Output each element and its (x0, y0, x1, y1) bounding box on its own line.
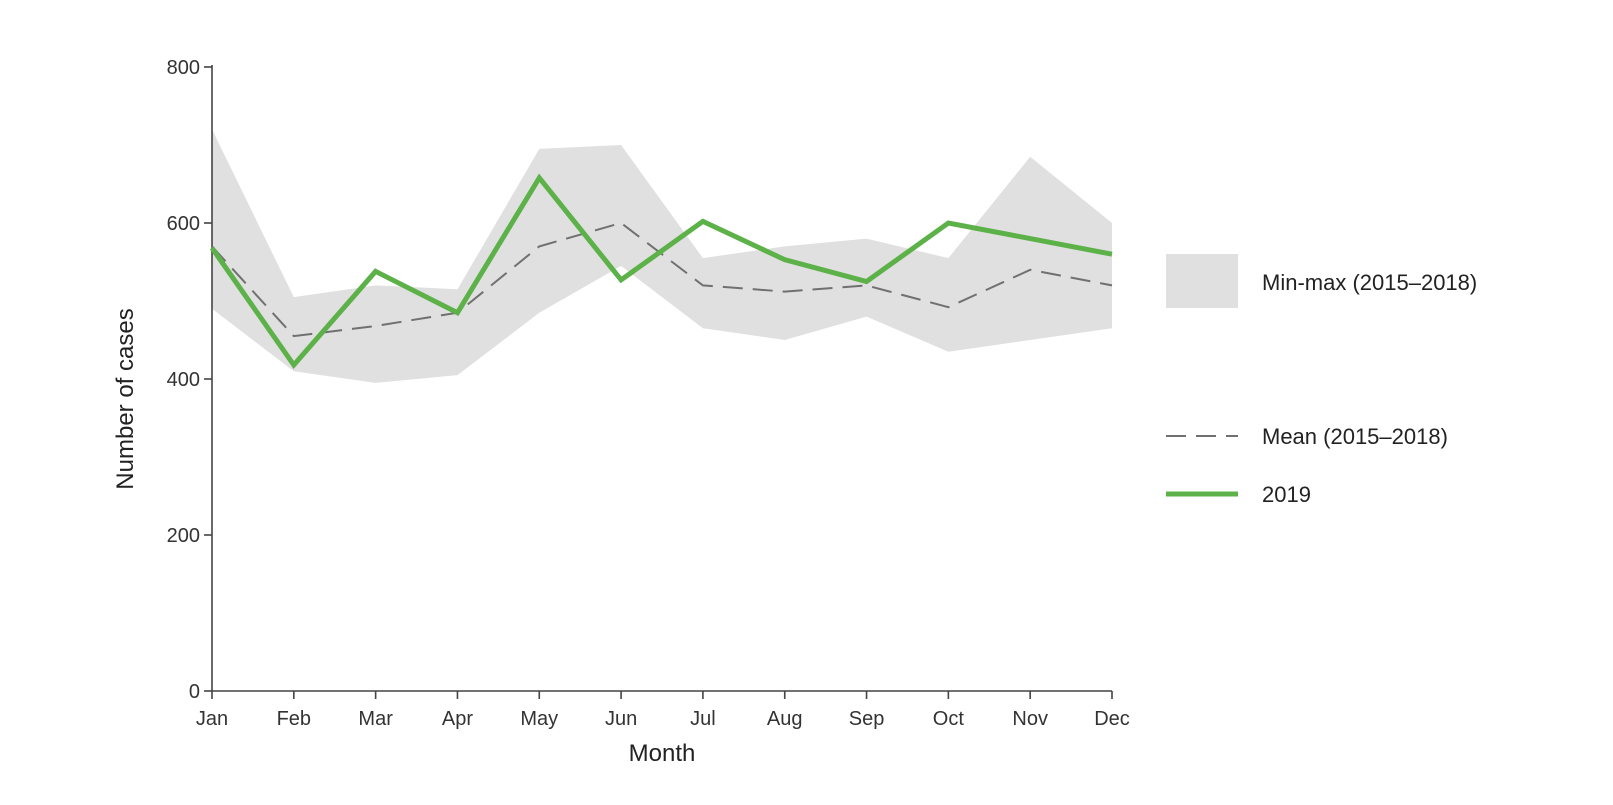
legend-label-series-0: Mean (2015–2018) (1262, 424, 1448, 449)
y-tick-label: 0 (189, 681, 200, 703)
legend-swatch-band (1166, 254, 1238, 308)
x-axis-title: Month (629, 740, 696, 767)
legend-label-band: Min-max (2015–2018) (1262, 270, 1477, 295)
x-tick-label: May (520, 708, 558, 730)
x-tick-label: Jun (605, 708, 637, 730)
x-tick-label: Mar (358, 708, 393, 730)
x-tick-label: Jan (196, 708, 228, 730)
x-tick-label: Apr (442, 708, 473, 730)
labels: 0 200 400 600 800 Jan Feb Mar Apr May Jun Jul Aug Sep… (112, 57, 1130, 767)
min-max-band (212, 129, 1112, 383)
series-line-0 (211, 221, 1113, 338)
legend: Min-max (2015–2018) Mean (2015–2018) 2019 (1166, 254, 1477, 507)
axes (204, 65, 1113, 699)
y-tick-label: 400 (167, 369, 200, 391)
legend-label-series-1: 2019 (1262, 482, 1311, 507)
x-tick-label: Aug (767, 708, 803, 730)
x-tick-label: Oct (933, 708, 965, 730)
y-tick-label: 600 (167, 213, 200, 235)
y-tick-label: 200 (167, 525, 200, 547)
series-layer (209, 173, 1113, 370)
x-tick-label: Jul (690, 708, 716, 730)
series-line-1 (209, 173, 1113, 370)
x-tick-label: Nov (1012, 708, 1048, 730)
x-tick-label: Dec (1094, 708, 1130, 730)
x-tick-label: Feb (277, 708, 311, 730)
band-layer (212, 129, 1112, 383)
y-tick-label: 800 (167, 57, 200, 79)
y-axis-title: Number of cases (112, 308, 139, 489)
x-tick-label: Sep (849, 708, 885, 730)
